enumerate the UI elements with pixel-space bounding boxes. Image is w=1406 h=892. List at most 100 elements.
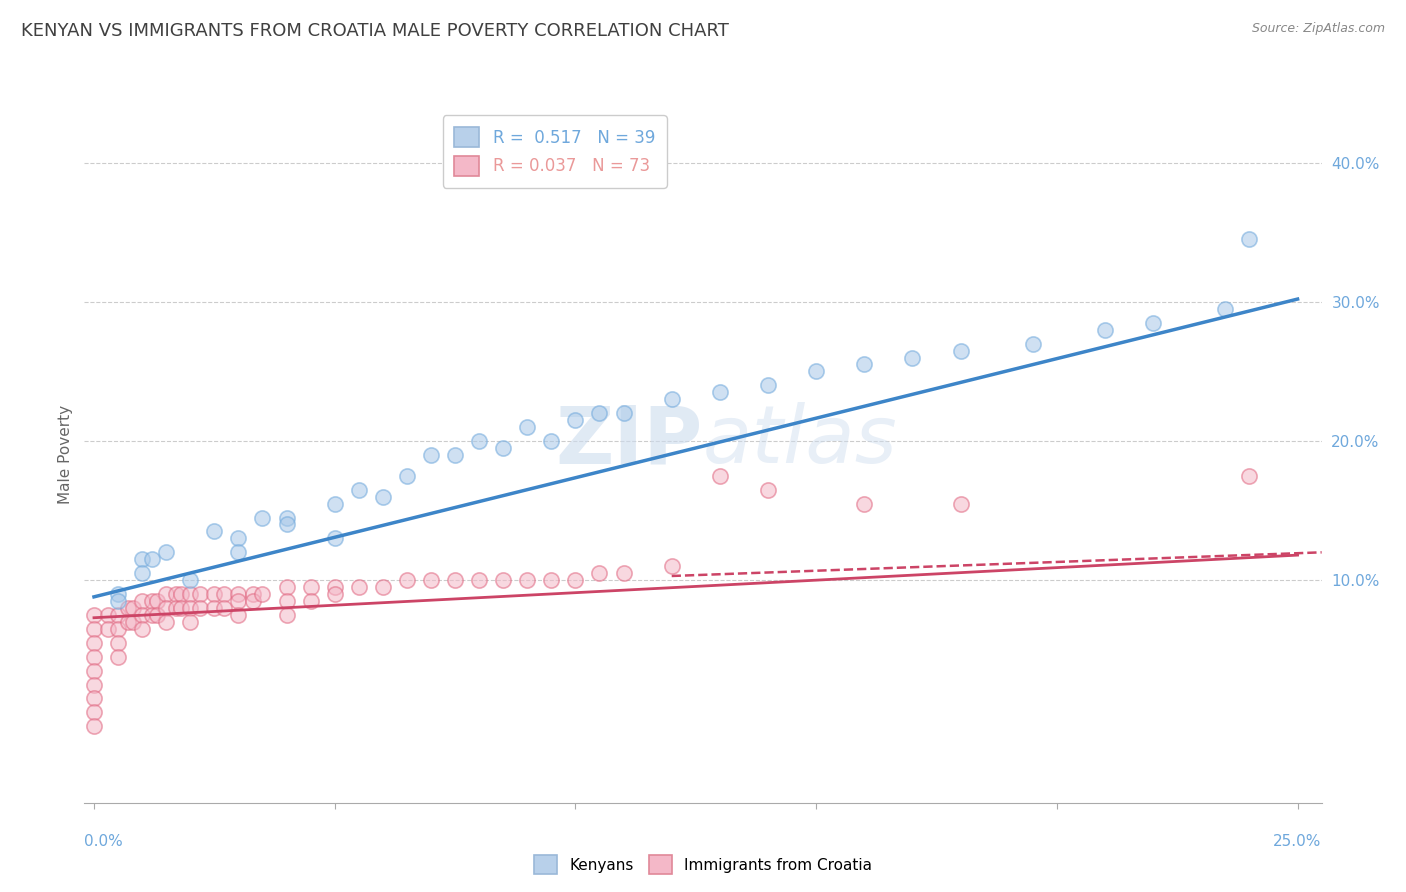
Point (588, 566, 610, 581)
Point (155, 601, 177, 615)
Point (83, 677, 105, 691)
Point (661, 559, 683, 574)
Point (97, 622, 120, 636)
Point (131, 594, 153, 608)
Point (444, 448, 467, 462)
Point (141, 607, 163, 622)
Point (179, 587, 201, 601)
Point (276, 607, 298, 622)
Point (709, 468, 731, 483)
Point (179, 615, 201, 629)
Point (1094, 323, 1116, 337)
Text: 0.0%: 0.0% (84, 834, 124, 849)
Point (228, 532, 250, 546)
Point (83, 622, 105, 636)
Point (420, 448, 443, 462)
Point (155, 615, 177, 629)
Point (444, 573, 467, 587)
Point (853, 497, 876, 511)
Point (117, 601, 139, 615)
Point (188, 601, 211, 615)
Point (179, 601, 201, 615)
Point (468, 573, 491, 587)
Text: atlas: atlas (703, 402, 898, 480)
Legend: Kenyans, Immigrants from Croatia: Kenyans, Immigrants from Croatia (527, 849, 879, 880)
Point (949, 343, 972, 358)
Point (202, 524, 225, 539)
Point (1142, 316, 1164, 330)
Point (1215, 301, 1237, 316)
Point (804, 364, 827, 378)
Point (131, 607, 153, 622)
Point (323, 532, 346, 546)
Point (492, 573, 515, 587)
Point (83, 607, 105, 622)
Point (1239, 232, 1261, 246)
Point (420, 573, 443, 587)
Y-axis label: Male Poverty: Male Poverty (58, 405, 73, 505)
Point (1239, 468, 1261, 483)
Point (276, 580, 298, 594)
Point (131, 622, 153, 636)
Point (155, 545, 177, 559)
Text: 25.0%: 25.0% (1274, 834, 1322, 849)
Point (853, 358, 876, 372)
Point (564, 413, 586, 427)
Point (323, 587, 346, 601)
Point (323, 580, 346, 594)
Point (371, 580, 394, 594)
Point (83, 719, 105, 733)
Point (169, 601, 191, 615)
Point (121, 601, 143, 615)
Point (131, 552, 153, 566)
Point (107, 636, 129, 650)
Point (1022, 336, 1045, 351)
Point (613, 406, 636, 420)
Point (299, 594, 322, 608)
Point (564, 573, 586, 587)
Text: KENYAN VS IMMIGRANTS FROM CROATIA MALE POVERTY CORRELATION CHART: KENYAN VS IMMIGRANTS FROM CROATIA MALE P… (21, 22, 728, 40)
Point (588, 406, 610, 420)
Point (276, 594, 298, 608)
Point (516, 573, 538, 587)
Point (242, 594, 264, 608)
Point (212, 587, 235, 601)
Point (141, 594, 163, 608)
Point (107, 649, 129, 664)
Point (83, 706, 105, 720)
Point (661, 392, 683, 407)
Point (107, 607, 129, 622)
Point (756, 378, 779, 392)
Point (901, 351, 924, 365)
Point (165, 601, 187, 615)
Point (252, 587, 274, 601)
Point (228, 545, 250, 559)
Point (179, 573, 201, 587)
Point (202, 587, 225, 601)
Point (141, 552, 163, 566)
Point (395, 573, 418, 587)
Text: ZIP: ZIP (555, 402, 703, 480)
Point (131, 566, 153, 581)
Point (97, 607, 120, 622)
Point (242, 587, 264, 601)
Point (202, 601, 225, 615)
Point (121, 615, 143, 629)
Text: Source: ZipAtlas.com: Source: ZipAtlas.com (1251, 22, 1385, 36)
Point (613, 566, 636, 581)
Point (228, 594, 250, 608)
Point (540, 434, 562, 448)
Point (83, 691, 105, 706)
Point (468, 434, 491, 448)
Point (155, 587, 177, 601)
Point (709, 385, 731, 400)
Point (107, 594, 129, 608)
Point (83, 649, 105, 664)
Point (276, 510, 298, 524)
Point (107, 587, 129, 601)
Point (169, 587, 191, 601)
Point (228, 607, 250, 622)
Point (516, 420, 538, 434)
Point (228, 587, 250, 601)
Point (212, 601, 235, 615)
